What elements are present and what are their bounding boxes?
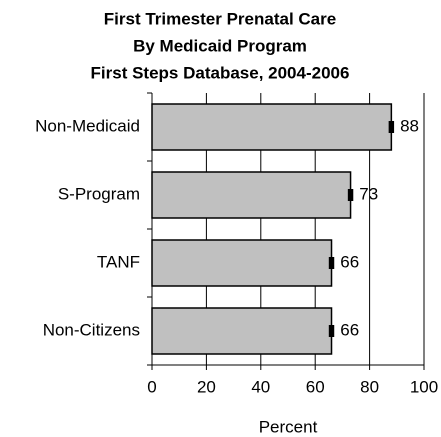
y-tick-label: Non-Citizens [43,320,140,339]
bar [151,103,393,151]
chart-title: First Steps Database, 2004-2006 [91,63,350,82]
x-tick-label: 20 [197,377,216,396]
x-tick-label: 60 [306,377,325,396]
bar [151,239,333,287]
chart-title: By Medicaid Program [133,36,307,55]
error-bar [328,325,335,337]
value-label: 66 [340,320,359,339]
value-label: 73 [359,184,378,203]
bar [151,171,352,219]
value-label: 88 [400,116,419,135]
x-tick-label: 40 [251,377,270,396]
y-tick-label: TANF [97,252,140,271]
x-axis-label: Percent [259,417,318,436]
x-tick-label: 80 [360,377,379,396]
y-tick-label: S-Program [58,184,140,203]
error-bar [388,121,395,133]
error-bar [347,189,354,201]
y-tick-label: Non-Medicaid [35,116,140,135]
chart-title: First Trimester Prenatal Care [104,9,336,28]
bar [151,307,333,355]
error-bar [328,257,335,269]
x-tick-label: 0 [147,377,156,396]
value-label: 66 [340,252,359,271]
x-tick-label: 100 [410,377,438,396]
